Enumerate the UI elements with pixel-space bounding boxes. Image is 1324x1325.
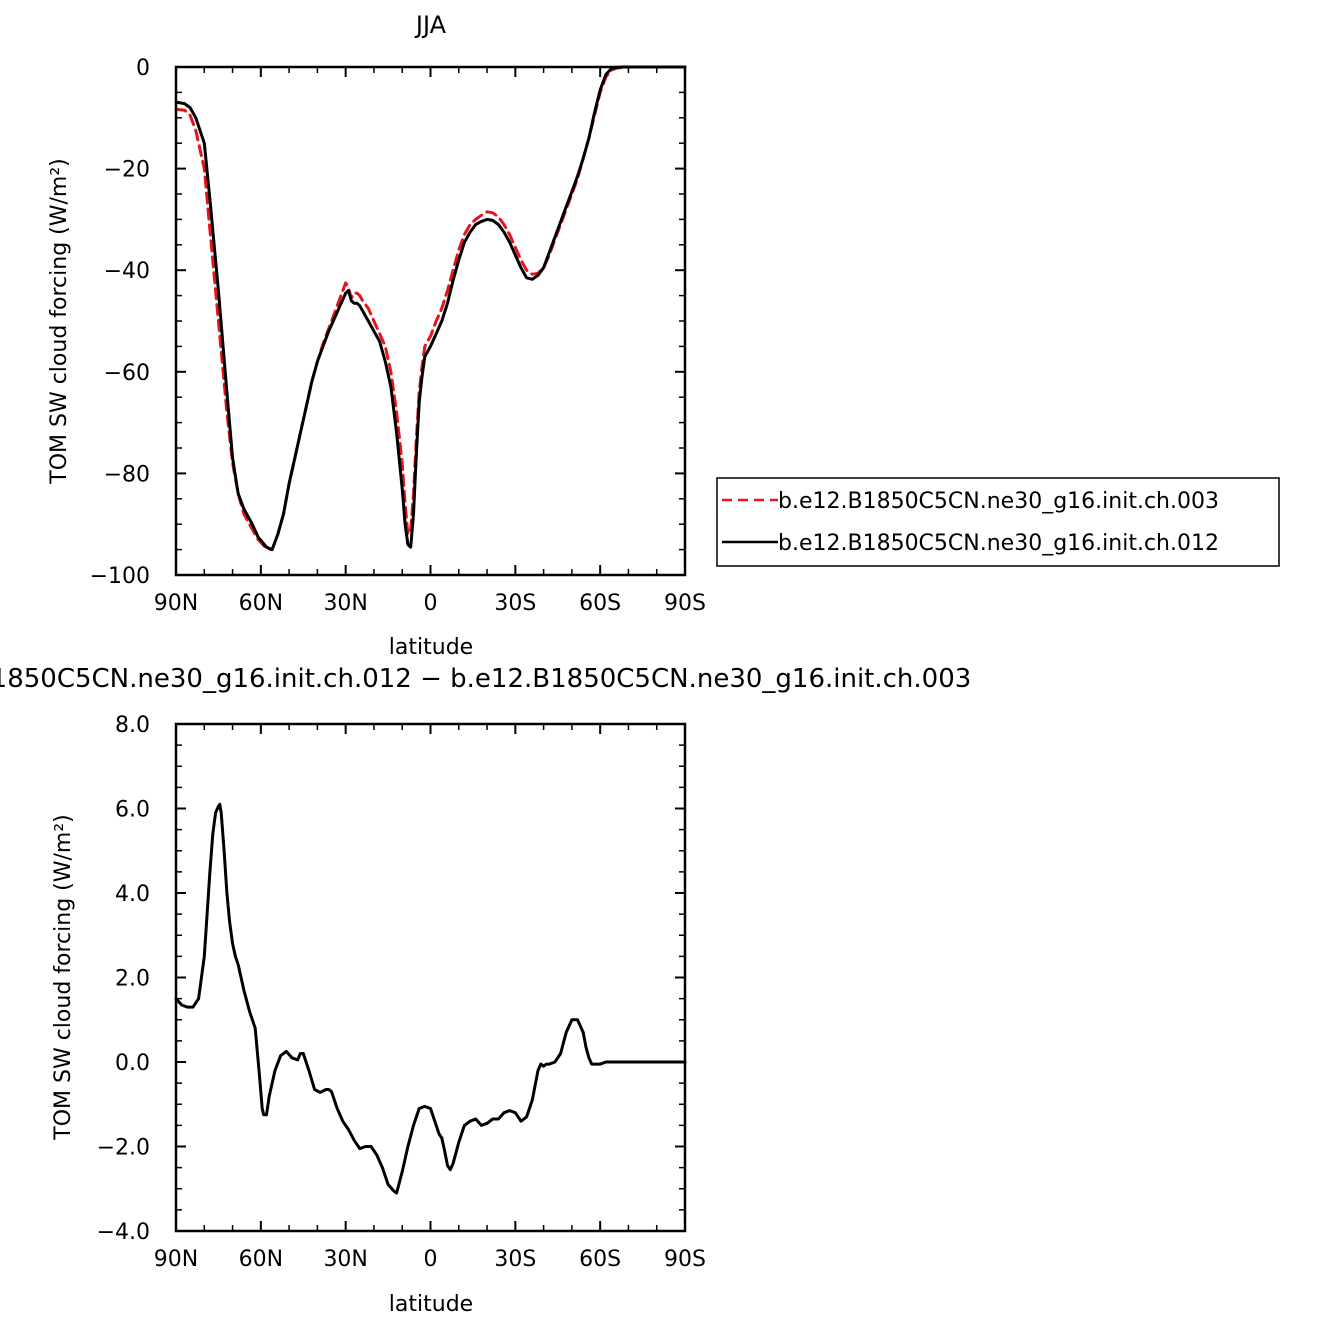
y-tick-label: 8.0 xyxy=(115,713,150,738)
y-tick-label: −40 xyxy=(104,259,150,284)
x-tick-label: 0 xyxy=(424,591,438,616)
legend-box xyxy=(716,477,1280,567)
chart-bottom-ticks xyxy=(175,723,686,1232)
chart-top-series xyxy=(174,65,687,552)
y-tick-label: −80 xyxy=(104,462,150,487)
x-tick-label: 60S xyxy=(579,1247,621,1272)
x-tick-label: 30S xyxy=(494,1247,536,1272)
series-line-2 xyxy=(174,65,687,552)
x-tick-label: 60N xyxy=(239,591,283,616)
y-tick-label: −60 xyxy=(104,361,150,386)
x-tick-label: 0 xyxy=(424,1247,438,1272)
chart-bottom-frame xyxy=(174,722,687,1233)
series-line-1 xyxy=(174,802,687,1195)
y-tick-label: 0 xyxy=(136,56,150,81)
chart-top-tick-labels: 90N 60N 30N 0 30S 60S 90S 0 −20 −40 −60 −80 −100 xyxy=(90,56,706,616)
y-tick-label: −20 xyxy=(104,158,150,183)
legend-label-series-1: b.e12.B1850C5CN.ne30_g16.init.ch.003 xyxy=(778,489,1219,514)
chart-bottom-xlabel: latitude xyxy=(389,1292,473,1317)
chart-top-ylabel: TOM SW cloud forcing (W/m²) xyxy=(47,158,72,484)
chart-top-ticks xyxy=(175,66,686,576)
chart-top-frame xyxy=(174,65,687,577)
chart-top-title: JJA xyxy=(414,11,447,39)
chart-top-xlabel: latitude xyxy=(389,635,473,660)
chart-bottom-ylabel: TOM SW cloud forcing (W/m²) xyxy=(51,814,76,1140)
x-tick-label: 30N xyxy=(323,1247,367,1272)
series-line-1 xyxy=(174,65,687,552)
y-tick-label: −2.0 xyxy=(97,1136,150,1161)
x-tick-label: 90S xyxy=(664,1247,706,1272)
chart-bottom-series xyxy=(174,802,687,1195)
x-tick-label: 60S xyxy=(579,591,621,616)
x-tick-label: 90N xyxy=(154,1247,198,1272)
x-tick-label: 30S xyxy=(494,591,536,616)
x-tick-label: 60N xyxy=(239,1247,283,1272)
y-tick-label: −100 xyxy=(90,564,150,589)
y-tick-label: 4.0 xyxy=(115,882,150,907)
chart-top: JJA 90N 60N 30N 0 30S 60S 90S 0 −20 −40 −60 −80 −100… xyxy=(47,11,706,660)
x-tick-label: 90N xyxy=(154,591,198,616)
y-tick-label: 6.0 xyxy=(115,798,150,823)
chart-bottom-title: b.e12.B1850C5CN.ne30_g16.init.ch.012 − b… xyxy=(0,664,971,694)
y-tick-label: −4.0 xyxy=(97,1220,150,1245)
chart-bottom-tick-labels: 90N 60N 30N 0 30S 60S 90S 8.0 6.0 4.0 2.0 0.0 −2.0 −4… xyxy=(97,713,706,1272)
x-tick-label: 90S xyxy=(664,591,706,616)
chart-bottom: b.e12.B1850C5CN.ne30_g16.init.ch.012 − b… xyxy=(0,664,971,1317)
y-tick-label: 2.0 xyxy=(115,967,150,992)
y-tick-label: 0.0 xyxy=(115,1051,150,1076)
chart-top-legend: b.e12.B1850C5CN.ne30_g16.init.ch.003 b.e… xyxy=(716,477,1280,567)
legend-label-series-2: b.e12.B1850C5CN.ne30_g16.init.ch.012 xyxy=(778,531,1219,556)
x-tick-label: 30N xyxy=(323,591,367,616)
